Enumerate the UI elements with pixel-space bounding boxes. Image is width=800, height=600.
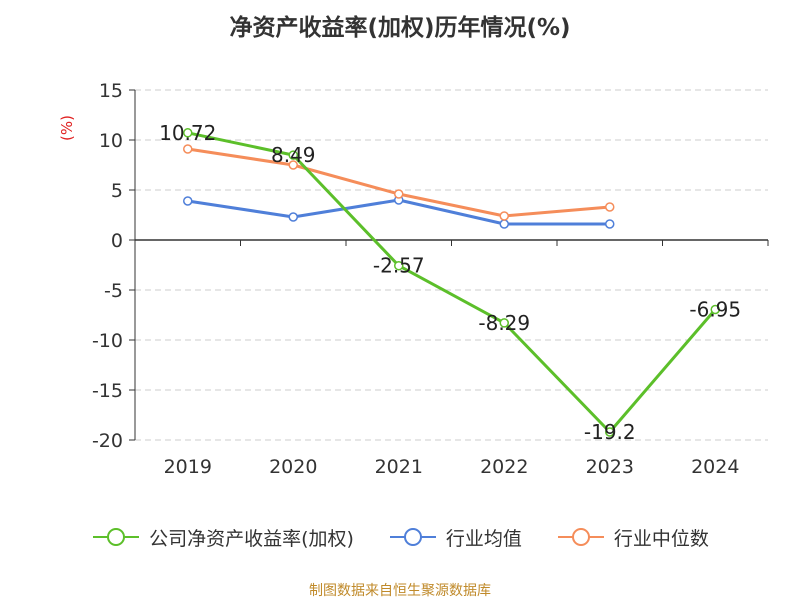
data-point-2 [394,189,404,199]
grid-lines [135,89,768,441]
data-point-2 [499,211,509,221]
data-label: 10.72 [159,121,216,145]
data-point-0 [710,304,720,315]
legend-marker-green-icon [93,528,140,546]
legend-label-company-roe: 公司净资产收益率(加权) [149,527,354,550]
data-label: -2.57 [373,254,425,278]
data-point-1 [499,219,509,229]
x-tick-label: 2022 [480,456,528,478]
data-point-2 [183,144,193,154]
data-point-0 [605,427,615,437]
data-point-1 [288,212,298,222]
series-lines [183,128,720,437]
y-tick-label: -5 [104,280,123,302]
y-axis-label: (%) [58,115,76,141]
data-point-1 [605,219,615,229]
x-tick-label: 2020 [269,456,317,478]
data-labels: 10.72 8.49 -2.57 -8.29 -19.2 -6.95 [159,121,741,444]
data-label: -8.29 [478,311,530,335]
data-point-0 [183,128,193,138]
y-tick-label: 0 [111,230,123,252]
legend-marker-orange-icon [557,528,604,546]
legend-item-industry-mean[interactable]: 行业均值 [388,524,522,551]
chart-legend: 公司净资产收益率(加权) 行业均值 行业中位数 [0,522,800,552]
legend-label-industry-median: 行业中位数 [613,527,709,550]
x-tick-label: 2019 [164,456,212,478]
y-tick-label: 5 [111,180,123,202]
data-point-2 [605,202,615,212]
y-tick-label: -20 [92,430,123,452]
data-label: -6.95 [689,298,741,322]
legend-marker-blue-icon [389,528,436,546]
data-point-0 [288,150,298,160]
y-tick-label: 10 [99,130,123,152]
data-label: 8.49 [271,143,316,167]
series-line-2 [187,147,610,218]
data-point-0 [394,260,404,271]
y-tick-label: -15 [92,380,123,402]
legend-item-industry-median[interactable]: 行业中位数 [556,524,709,551]
y-tick-label: 15 [99,80,123,102]
data-point-1 [183,196,193,206]
data-point-2 [288,160,298,170]
x-tick-label: 2023 [586,456,634,478]
y-tick-label: -10 [92,330,123,352]
legend-item-company-roe[interactable]: 公司净资产收益率(加权) [91,524,354,551]
series-line-0 [187,131,717,434]
axes: 15 10 5 0 -5 -10 -15 -20 2019 2020 2021 2022 2023 202… [92,80,769,478]
data-label: -19.2 [584,420,636,444]
chart-title: 净资产收益率(加权)历年情况(%) [229,15,571,41]
data-point-0 [499,318,509,328]
x-tick-label: 2024 [691,456,739,478]
x-tick-label: 2021 [375,456,423,478]
data-source-note: 制图数据来自恒生聚源数据库 [309,583,491,599]
legend-label-industry-mean: 行业均值 [445,527,522,550]
